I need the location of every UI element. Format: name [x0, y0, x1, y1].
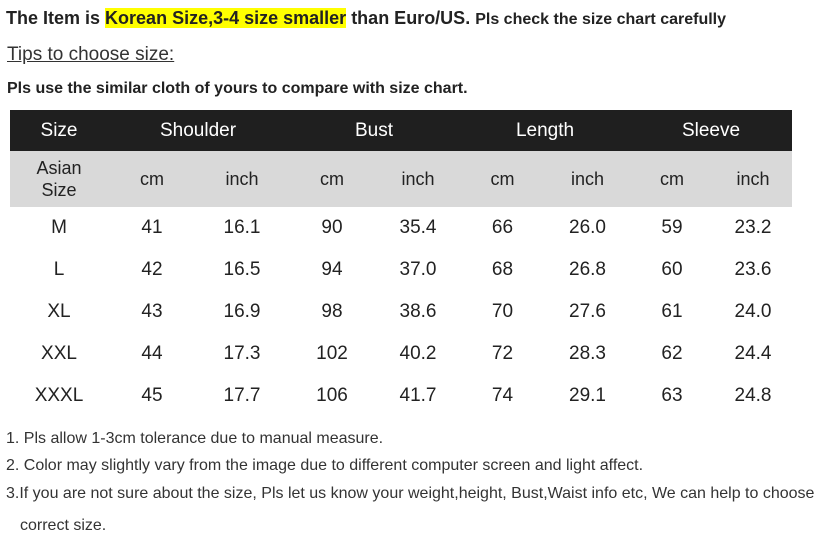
header-cell: Shoulder [108, 110, 288, 151]
cell: 94 [321, 259, 343, 280]
cell: 29.1 [569, 385, 606, 406]
subheader-cell: inch [545, 151, 630, 207]
notes: 1. Pls allow 1-3cm tolerance due to manu… [6, 430, 814, 551]
header-highlight: Korean Size,3-4 size smaller [105, 8, 347, 28]
header: The Item is Korean Size,3-4 size smaller… [6, 8, 726, 29]
cell: 23.6 [734, 259, 772, 280]
cell: 35.4 [399, 217, 437, 238]
data-row: XXXL 45 17.7 106 41.7 74 29.1 63 24.8 [10, 375, 792, 417]
cell: 17.3 [223, 343, 261, 364]
size-table: Size Shoulder Bust Length Sleeve Asian Size cm… [10, 110, 793, 417]
cell: 38.6 [399, 301, 437, 322]
cell: 59 [661, 217, 683, 238]
cell: XXXL [34, 385, 84, 406]
subheader-cell: cm [460, 151, 545, 207]
cell: 41.7 [399, 385, 437, 406]
data-row: L 42 16.5 94 37.0 68 26.8 60 23.6 [10, 249, 792, 291]
note: 3.If you are not sure about the size, Pl… [6, 485, 815, 534]
header-cell: Sleeve [630, 110, 793, 151]
cell: 24.0 [734, 301, 772, 322]
cell: 70 [491, 301, 514, 322]
subheader-cell: Asian Size [10, 151, 108, 207]
cell: 98 [321, 301, 343, 322]
cell: 102 [316, 343, 348, 364]
cell: 62 [661, 343, 683, 364]
cell: 106 [316, 385, 348, 406]
cell: 68 [491, 259, 514, 280]
subheader-cell: inch [376, 151, 460, 207]
cell: 28.3 [569, 343, 606, 364]
cell: 27.6 [569, 301, 606, 322]
cell: 26.8 [569, 259, 606, 280]
cell: M [51, 217, 67, 238]
cell: 23.2 [734, 217, 772, 238]
cell: 16.5 [223, 259, 261, 280]
cell: XXL [41, 343, 77, 364]
header-lead: The Item is [6, 8, 101, 28]
instruction: Pls use the similar cloth of yours to co… [7, 80, 468, 97]
cell: 41 [141, 217, 163, 238]
cell: 26.0 [569, 217, 606, 238]
cell: 24.8 [734, 385, 772, 406]
cell: 24.4 [734, 343, 772, 364]
cell: 44 [141, 343, 163, 364]
subheader-cell: cm [288, 151, 376, 207]
cell: L [53, 259, 65, 280]
cell: 40.2 [399, 343, 437, 364]
cell: 74 [491, 385, 514, 406]
subheader-cell: inch [714, 151, 793, 207]
cell: 37.0 [399, 259, 437, 280]
cell: 61 [661, 301, 683, 322]
data-row: XL 43 16.9 98 38.6 70 27.6 61 24.0 [10, 291, 792, 333]
note: 2. Color may slightly vary from the imag… [6, 457, 644, 474]
tips-link[interactable]: Tips to choose size: [7, 44, 175, 65]
cell: 60 [661, 259, 683, 280]
cell: 17.7 [223, 385, 261, 406]
subheader-cell: cm [108, 151, 196, 207]
cell: 90 [321, 217, 343, 238]
subheader-cell: cm [630, 151, 714, 207]
header-row: Size Shoulder Bust Length Sleeve [10, 110, 793, 151]
cell: 63 [661, 385, 683, 406]
header-tail: than Euro/US. [351, 8, 471, 28]
data-row: M 41 16.1 90 35.4 66 26.0 59 23.2 [10, 207, 792, 249]
subheader-row: Asian Size cm inch cm inch cm inch cm inch [10, 151, 793, 207]
cell: 16.1 [223, 217, 261, 238]
cell: 43 [141, 301, 163, 322]
cell: 45 [141, 385, 163, 406]
cell: 66 [491, 217, 514, 238]
cell: 42 [141, 259, 163, 280]
header-cell: Length [460, 110, 630, 151]
cell: XL [47, 301, 71, 322]
header-cell: Size [10, 110, 108, 151]
note: 1. Pls allow 1-3cm tolerance due to manu… [6, 430, 384, 447]
cell: 72 [491, 343, 514, 364]
cell: 16.9 [223, 301, 261, 322]
header-cell: Bust [288, 110, 460, 151]
data-row: XXL 44 17.3 102 40.2 72 28.3 62 24.4 [10, 333, 792, 375]
header-note: Pls check the size chart carefully [475, 11, 727, 28]
subheader-cell: inch [196, 151, 288, 207]
